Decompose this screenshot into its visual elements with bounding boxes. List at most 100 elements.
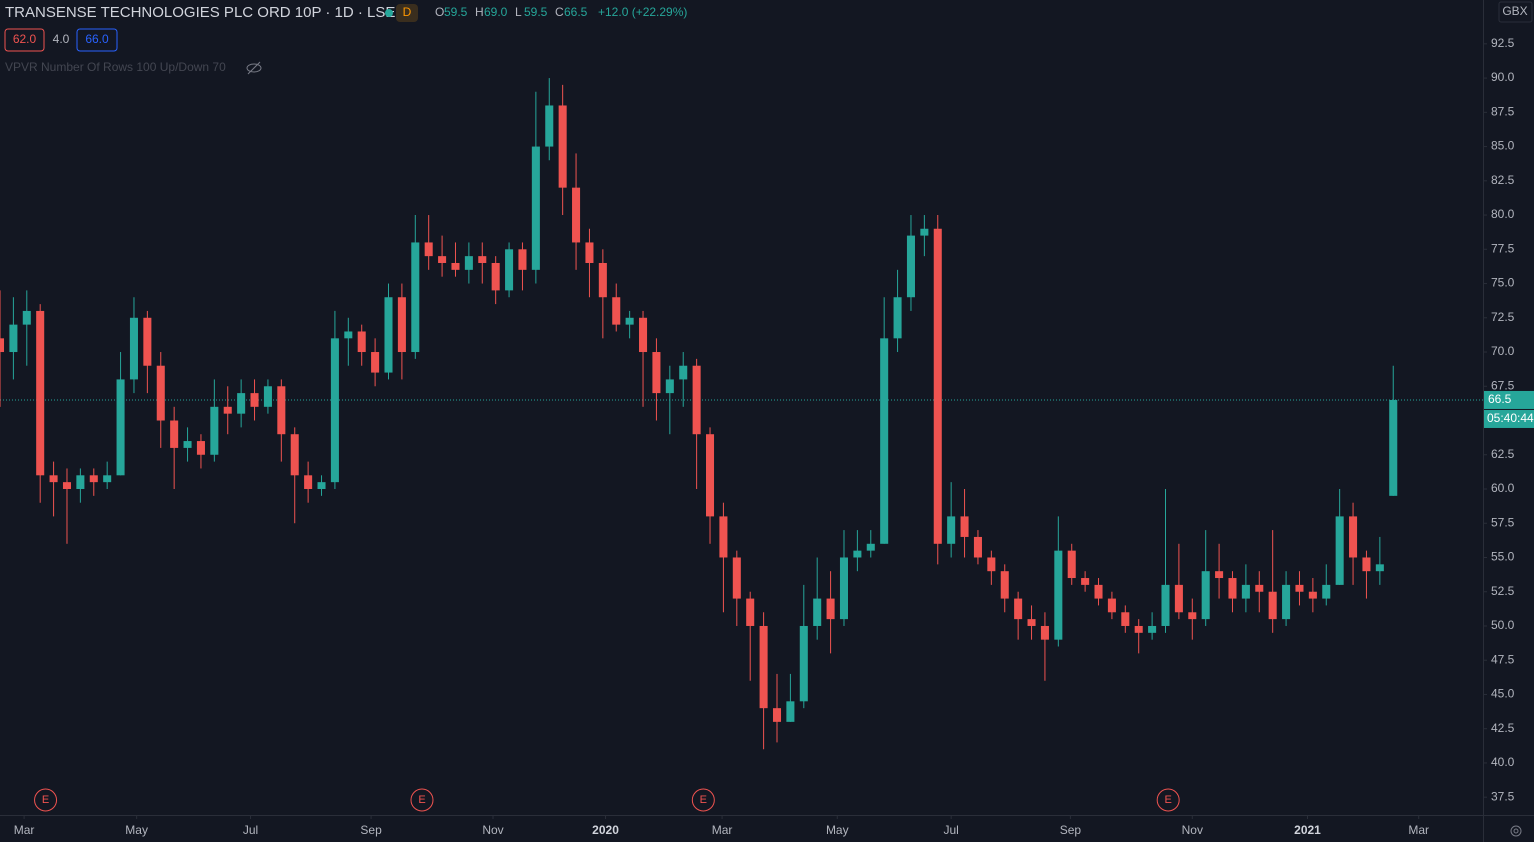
x-tick-label: 2020 bbox=[592, 823, 619, 837]
candle-body bbox=[49, 475, 58, 483]
candle-body bbox=[250, 393, 259, 407]
y-tick-label: 82.5 bbox=[1491, 173, 1515, 187]
candle-body bbox=[304, 475, 313, 489]
ask-box[interactable] bbox=[76, 28, 118, 52]
candle-body bbox=[505, 249, 514, 291]
candle-body bbox=[826, 598, 835, 620]
x-tick-label: Mar bbox=[1408, 823, 1429, 837]
candle-body bbox=[866, 543, 875, 551]
y-tick-label: 47.5 bbox=[1491, 652, 1515, 666]
candle-body bbox=[464, 256, 473, 270]
candle-body bbox=[1268, 591, 1277, 620]
bid[interactable]: 62.0 bbox=[13, 32, 37, 46]
candle-body bbox=[987, 557, 996, 572]
settings-icon[interactable] bbox=[1510, 825, 1522, 837]
candle-body bbox=[263, 386, 272, 407]
candle-body bbox=[625, 317, 634, 325]
candle-body bbox=[572, 187, 581, 243]
candle-body bbox=[1121, 612, 1130, 626]
candle-body bbox=[1161, 584, 1170, 626]
plot bbox=[0, 78, 1483, 750]
status-dot bbox=[385, 9, 393, 17]
currency-box[interactable] bbox=[1498, 1, 1533, 23]
candle-body bbox=[1081, 578, 1090, 585]
spread: 4.0 bbox=[53, 32, 70, 46]
earnings-marker[interactable] bbox=[34, 788, 58, 812]
candle-body bbox=[170, 420, 179, 448]
candle-body bbox=[156, 365, 165, 421]
candle-body bbox=[705, 434, 715, 517]
interval-badge: D bbox=[403, 5, 412, 19]
y-tick-label: 85.0 bbox=[1491, 139, 1515, 153]
candle-body bbox=[1322, 584, 1331, 599]
candle-body bbox=[1054, 550, 1063, 640]
candle-body bbox=[759, 625, 768, 709]
candle-body bbox=[210, 406, 219, 455]
x-tick-label: Jul bbox=[943, 823, 958, 837]
candle-body bbox=[478, 256, 487, 263]
candle-body bbox=[1349, 516, 1358, 558]
ask[interactable]: 66.0 bbox=[85, 32, 109, 46]
candle-body bbox=[853, 550, 862, 558]
candle-body bbox=[438, 256, 447, 263]
y-tick-label: 90.0 bbox=[1491, 70, 1515, 84]
candle-body bbox=[290, 434, 299, 476]
candle-body bbox=[424, 242, 433, 257]
legend-value: 59.5 bbox=[524, 5, 548, 19]
candle-body bbox=[89, 475, 98, 483]
earnings-marker[interactable] bbox=[691, 788, 715, 812]
badge bbox=[396, 4, 418, 22]
hide-icon[interactable] bbox=[246, 61, 262, 75]
x-tick-label: 2021 bbox=[1294, 823, 1321, 837]
legend-value: 59.5 bbox=[444, 5, 468, 19]
candle-body bbox=[893, 297, 902, 339]
countdown: 05:40:44 bbox=[1487, 411, 1534, 425]
y-tick-label: 75.0 bbox=[1491, 276, 1515, 290]
candle-body bbox=[1335, 516, 1344, 585]
candle-body bbox=[1295, 584, 1304, 592]
candle-body bbox=[1040, 625, 1049, 640]
earnings-label: E bbox=[418, 794, 425, 806]
candle-body bbox=[1107, 598, 1116, 613]
earnings-label: E bbox=[700, 794, 707, 806]
legend-value: 66.5 bbox=[564, 5, 588, 19]
candle-body bbox=[196, 441, 205, 455]
candle-body bbox=[143, 317, 152, 366]
bid-box[interactable] bbox=[4, 28, 45, 52]
indicator-label: VPVR Number Of Rows 100 Up/Down 70 bbox=[5, 60, 226, 74]
y-tick-label: 37.5 bbox=[1491, 789, 1515, 803]
candle-body bbox=[223, 406, 232, 414]
candle-body bbox=[1094, 584, 1103, 599]
x-tick-label: May bbox=[125, 823, 148, 837]
legend-value: 69.0 bbox=[484, 5, 508, 19]
candle-body bbox=[531, 146, 540, 270]
candle-body bbox=[612, 297, 621, 325]
candle-body bbox=[1228, 578, 1237, 599]
legend-change: +12.0 (+22.29%) bbox=[598, 5, 687, 19]
candle-body bbox=[183, 441, 192, 448]
candle-body bbox=[451, 262, 460, 270]
y-tick-label: 70.0 bbox=[1491, 344, 1515, 358]
candle-body bbox=[585, 242, 594, 263]
candle-body bbox=[277, 386, 286, 435]
candle-body bbox=[1027, 619, 1036, 626]
currency[interactable]: GBX bbox=[1502, 4, 1527, 18]
y-tick-label: 92.5 bbox=[1491, 36, 1515, 50]
earnings-marker[interactable] bbox=[410, 788, 434, 812]
candle-body bbox=[786, 701, 795, 722]
candle-body bbox=[558, 105, 567, 188]
candle-body bbox=[330, 338, 339, 483]
candle-body bbox=[76, 475, 85, 489]
candle-body bbox=[1134, 625, 1143, 633]
earnings-marker[interactable] bbox=[1156, 788, 1180, 812]
ohlc-legend: O 59.5 H 69.0 L 59.5 C 66.5 +12.0 (+22.29%) bbox=[435, 5, 687, 19]
y-tick-label: 40.0 bbox=[1491, 755, 1515, 769]
legend-key: O bbox=[435, 5, 444, 19]
candle-body bbox=[598, 262, 607, 298]
y-tick-label: 42.5 bbox=[1491, 721, 1515, 735]
candle-body bbox=[36, 310, 45, 476]
candle-body bbox=[719, 516, 728, 558]
legend-key: L bbox=[515, 5, 522, 19]
candle-body bbox=[545, 105, 554, 147]
